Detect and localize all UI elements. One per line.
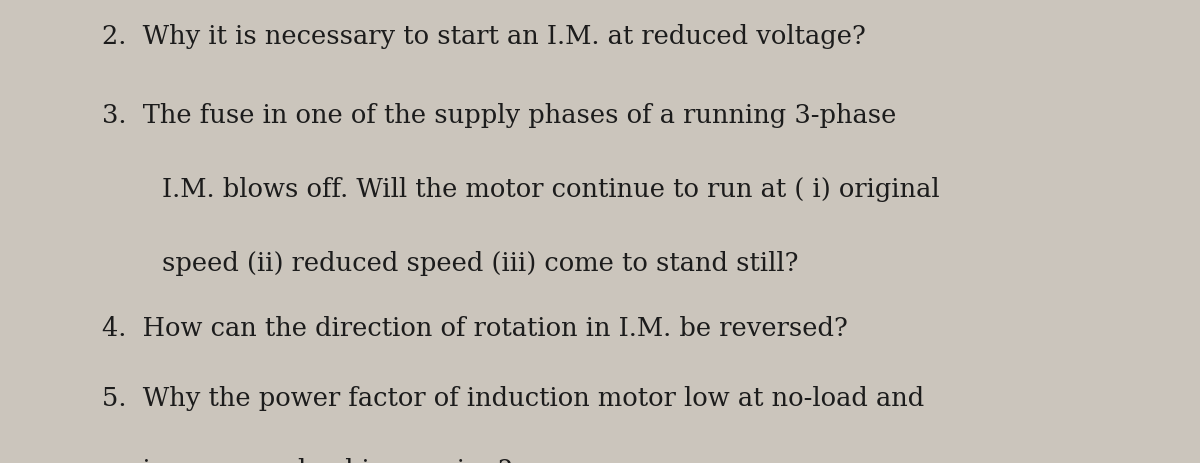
Text: speed (ii) reduced speed (iii) come to stand still?: speed (ii) reduced speed (iii) come to s… — [162, 250, 798, 275]
Text: increase as load increasing?: increase as load increasing? — [102, 457, 512, 463]
Text: 4.  How can the direction of rotation in I.M. be reversed?: 4. How can the direction of rotation in … — [102, 315, 848, 340]
Text: 3.  The fuse in one of the supply phases of a running 3-phase: 3. The fuse in one of the supply phases … — [102, 102, 896, 127]
Text: I.M. blows off. Will the motor continue to run at ( i) original: I.M. blows off. Will the motor continue … — [162, 176, 940, 201]
Text: 2.  Why it is necessary to start an I.M. at reduced voltage?: 2. Why it is necessary to start an I.M. … — [102, 24, 866, 49]
Text: 5.  Why the power factor of induction motor low at no-load and: 5. Why the power factor of induction mot… — [102, 385, 924, 410]
